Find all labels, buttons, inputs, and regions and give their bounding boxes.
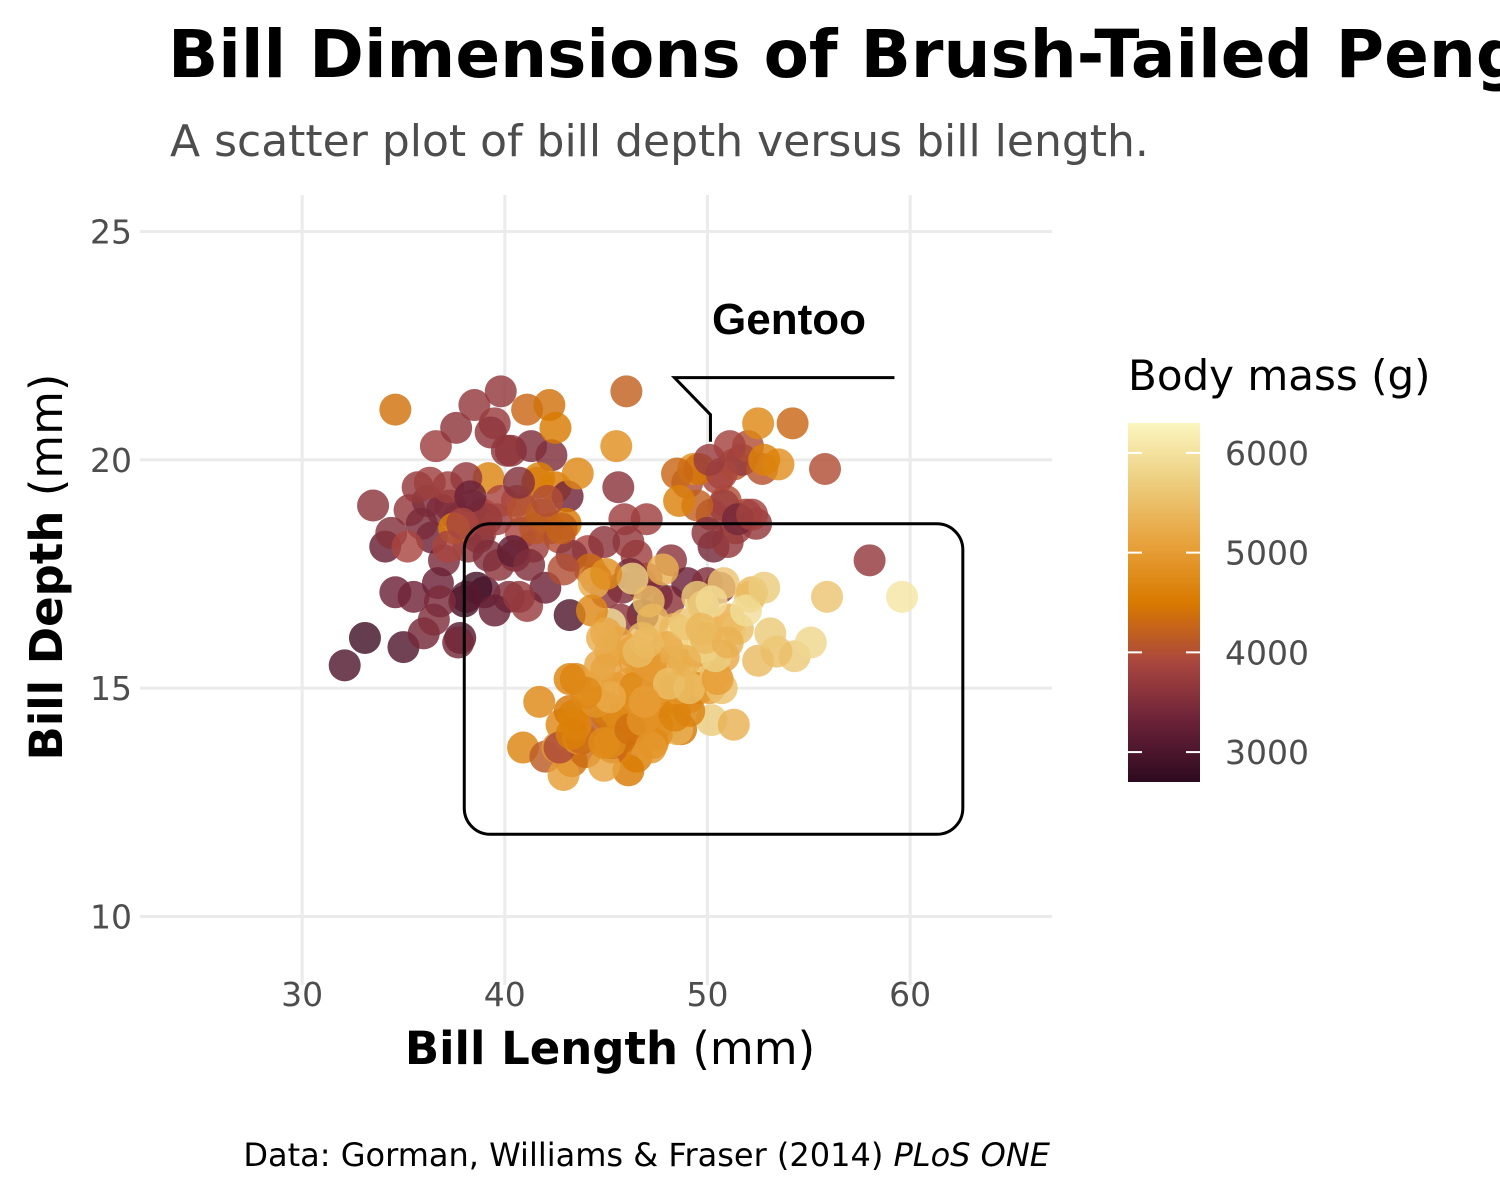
x-tick-label: 40 xyxy=(484,975,526,1014)
scatter-point xyxy=(748,443,781,476)
scatter-point xyxy=(555,717,588,750)
scatter-point xyxy=(523,685,556,718)
gentoo-annotation xyxy=(462,376,965,836)
scatter-point xyxy=(685,612,718,645)
scatter-point xyxy=(442,626,475,659)
scatter-point xyxy=(669,644,702,677)
scatter-point xyxy=(809,452,842,485)
scatter-point xyxy=(622,635,655,668)
scatter-point xyxy=(545,512,578,545)
scatter-point xyxy=(659,699,692,732)
scatter-point xyxy=(472,539,505,572)
color-bar xyxy=(1128,423,1200,782)
scatter-point xyxy=(853,544,886,577)
x-tick-labels: 30 40 50 60 xyxy=(281,975,931,1014)
scatter-point xyxy=(634,731,667,764)
scatter-point xyxy=(663,484,696,517)
scatter-point xyxy=(454,480,487,513)
scatter-point xyxy=(432,530,465,563)
scatter-point xyxy=(610,375,643,408)
scatter-point xyxy=(717,708,750,741)
scatter-point xyxy=(328,649,361,682)
annotation-box xyxy=(462,522,965,836)
scatter-point xyxy=(616,562,649,595)
scatter-point xyxy=(450,580,483,613)
legend-tick-label: 6000 xyxy=(1225,434,1309,473)
scatter-point xyxy=(484,375,517,408)
scatter-point xyxy=(348,621,381,654)
scatter-point xyxy=(513,548,546,581)
scatter-point xyxy=(588,726,621,759)
x-tick-label: 50 xyxy=(686,975,728,1014)
scatter-point xyxy=(588,526,621,559)
legend: Body mass (g) 3000 4000 5000 6000 xyxy=(1128,351,1431,782)
legend-tick-label: 3000 xyxy=(1225,733,1309,772)
scatter-point xyxy=(586,621,619,654)
scatter-point xyxy=(397,580,430,613)
y-tick-label: 15 xyxy=(90,669,132,708)
scatter-point xyxy=(440,411,473,444)
scatter-point xyxy=(811,580,844,613)
y-tick-label: 20 xyxy=(90,441,132,480)
scatter-point xyxy=(636,603,669,636)
scatter-point xyxy=(547,553,580,586)
caption: Data: Gorman, Williams & Fraser (2014) P… xyxy=(243,1136,1050,1174)
scatter-point xyxy=(391,530,424,563)
scatter-point xyxy=(695,585,728,618)
scatter-point xyxy=(490,434,523,467)
scatter-point xyxy=(502,580,535,613)
y-tick-label: 10 xyxy=(90,898,132,937)
chart-subtitle: A scatter plot of bill depth versus bill… xyxy=(170,116,1149,167)
scatter-point xyxy=(569,676,602,709)
legend-title: Body mass (g) xyxy=(1128,351,1431,400)
legend-ticks: 3000 4000 5000 6000 xyxy=(1128,434,1309,772)
scatter-point xyxy=(502,466,535,499)
scatter-point xyxy=(736,498,769,531)
x-axis-title: Bill Length (mm) xyxy=(405,1022,815,1075)
annotation-label: Gentoo xyxy=(712,295,866,344)
x-tick-label: 30 xyxy=(281,975,323,1014)
scatter-point xyxy=(661,457,694,490)
scatter-point xyxy=(478,594,511,627)
y-tick-label: 25 xyxy=(90,213,132,252)
scatter-point xyxy=(413,466,446,499)
scatter-point xyxy=(531,484,564,517)
scatter-point xyxy=(754,617,787,650)
scatter-point xyxy=(423,585,456,618)
scatter-point xyxy=(776,407,809,440)
scatter-point xyxy=(357,489,390,522)
scatter-point xyxy=(612,526,645,559)
scatter-point xyxy=(742,407,775,440)
scatter-point xyxy=(628,685,661,718)
annotation-leader xyxy=(670,376,895,442)
scatter-point xyxy=(713,430,746,463)
scatter-point xyxy=(729,594,762,627)
scatter-point xyxy=(748,571,781,604)
scatter-point xyxy=(886,580,919,613)
scatter-point xyxy=(547,758,580,791)
scatter-point xyxy=(794,626,827,659)
chart-title: Bill Dimensions of Brush-Tailed Peng xyxy=(168,16,1500,93)
scatter-point xyxy=(602,471,635,504)
scatter-point xyxy=(630,503,663,536)
scatter-point xyxy=(646,553,679,586)
y-tick-labels: 10 15 20 25 xyxy=(90,213,132,937)
scatter-point xyxy=(600,430,633,463)
scatter-point xyxy=(575,594,608,627)
legend-tick-label: 5000 xyxy=(1225,534,1309,573)
scatter-point xyxy=(652,667,685,700)
legend-tick-label: 4000 xyxy=(1225,633,1309,672)
scatter-point xyxy=(539,411,572,444)
scatter-point xyxy=(561,457,594,490)
scatter-points xyxy=(328,375,919,791)
y-axis-title: Bill Depth (mm) xyxy=(20,374,73,761)
scatter-point xyxy=(691,516,724,549)
scatter-point xyxy=(379,393,412,426)
x-tick-label: 60 xyxy=(889,975,931,1014)
scatter-point xyxy=(590,558,623,591)
scatter-point xyxy=(711,626,744,659)
